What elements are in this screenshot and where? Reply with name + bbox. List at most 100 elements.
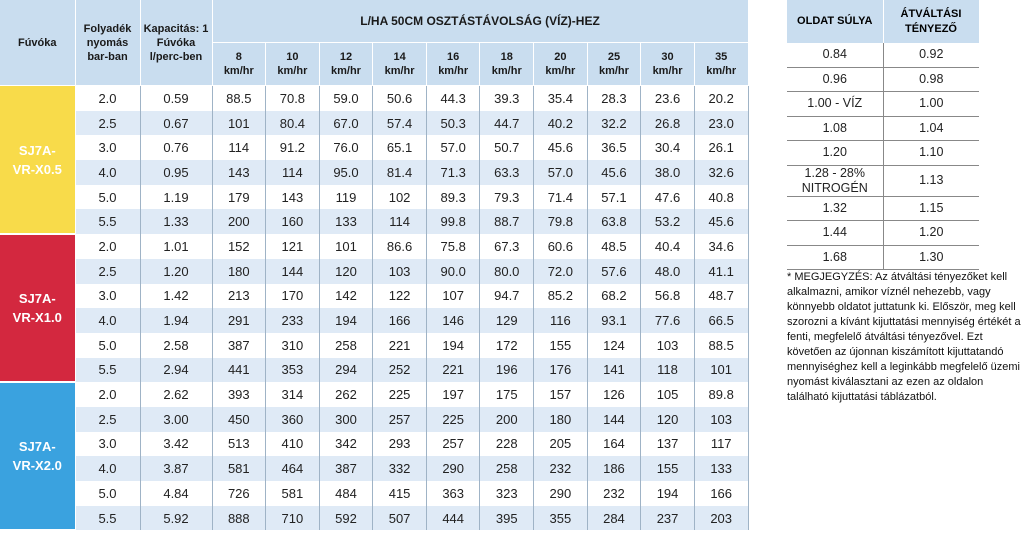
cell: 79.3 xyxy=(479,184,535,210)
cell: 107 xyxy=(426,283,481,309)
cell: 1.28 - 28% NITROGÉN xyxy=(787,165,884,197)
cell: 257 xyxy=(372,406,427,432)
cell: 233 xyxy=(265,308,320,333)
cell: 77.6 xyxy=(640,308,695,333)
cell: 20.2 xyxy=(694,85,749,111)
cell: 71.3 xyxy=(426,160,481,185)
cell: 146 xyxy=(426,308,481,333)
cell: 387 xyxy=(212,332,267,358)
cell: 57.6 xyxy=(587,258,642,284)
cell: 53.2 xyxy=(640,209,695,235)
cell: 44.7 xyxy=(479,110,535,136)
header-row: Fúvóka Folyadék nyomás bar-ban Kapacitás: … xyxy=(0,0,749,86)
cell: 48.5 xyxy=(587,234,642,259)
cell: 257 xyxy=(426,431,481,457)
cell: 120 xyxy=(319,258,374,284)
cell: 89.8 xyxy=(694,382,749,407)
cell: 450 xyxy=(212,406,267,432)
cell: 121 xyxy=(265,234,320,259)
cell: 4.0 xyxy=(75,456,141,481)
speed-unit: km/hr xyxy=(331,65,361,77)
cell: 89.3 xyxy=(426,184,481,210)
cell: 40.4 xyxy=(640,234,695,259)
cell: 38.0 xyxy=(640,160,695,185)
cell: 28.3 xyxy=(587,85,642,111)
cell: 464 xyxy=(265,456,320,481)
cell: 194 xyxy=(426,332,481,358)
data-row: 5.0 2.58 387 310 258 221 194 172 155 124 103 88.5 xyxy=(0,332,749,358)
nozzle-name: VR-X1.0 xyxy=(12,310,62,326)
cell: 252 xyxy=(372,357,427,383)
cell: 0.92 xyxy=(883,43,979,68)
cell: 32.2 xyxy=(587,110,642,136)
cell: 102 xyxy=(372,184,427,210)
cell: 290 xyxy=(426,456,481,481)
cell: 3.0 xyxy=(75,283,141,309)
cell: 48.7 xyxy=(694,283,749,309)
cell: 36.5 xyxy=(587,135,642,161)
data-row: SJ7A- VR-X2.0 2.0 2.62 393 314 262 225 197 175 157… xyxy=(0,382,749,532)
cell: 1.20 xyxy=(140,258,213,284)
cell: 0.95 xyxy=(140,160,213,185)
cell: 172 xyxy=(479,332,535,358)
cell: 291 xyxy=(212,308,267,333)
cell: 143 xyxy=(212,160,267,185)
cell: 5.0 xyxy=(75,184,141,210)
cell: 1.19 xyxy=(140,184,213,210)
cell: 342 xyxy=(319,431,374,457)
data-row: 4.0 0.95 143 114 95.0 81.4 71.3 63.3 57.0 45.6 38.… xyxy=(0,160,749,185)
cell: 200 xyxy=(212,209,267,235)
cell: 484 xyxy=(319,481,374,506)
cell: 1.13 xyxy=(883,165,979,197)
cell: 57.1 xyxy=(587,184,642,210)
cell: 888 xyxy=(212,505,267,531)
cell: 176 xyxy=(533,357,588,383)
nozzle-cell: SJ7A- VR-X1.0 xyxy=(0,234,76,384)
cell: 1.68 xyxy=(787,245,884,270)
cell: 50.7 xyxy=(479,135,535,161)
cell: 258 xyxy=(319,332,374,358)
cell: 60.6 xyxy=(533,234,588,259)
cell: 2.5 xyxy=(75,258,141,284)
cell: 114 xyxy=(372,209,427,235)
cell: 2.0 xyxy=(75,85,141,111)
speed-header: 18 km/hr xyxy=(479,42,535,86)
cell: 99.8 xyxy=(426,209,481,235)
cell: 353 xyxy=(265,357,320,383)
cell: 144 xyxy=(265,258,320,284)
cell: 133 xyxy=(694,456,749,481)
cell: 122 xyxy=(372,283,427,309)
cell: 293 xyxy=(372,431,427,457)
data-row: 3.0 1.42 213 170 142 122 107 94.7 85.2 68.2 56.8 48… xyxy=(0,283,749,309)
cell: 0.76 xyxy=(140,135,213,161)
cell: 142 xyxy=(319,283,374,309)
cell: 387 xyxy=(319,456,374,481)
cell: 393 xyxy=(212,382,267,407)
cell: 444 xyxy=(426,505,481,531)
conversion-header: OLDAT SÚLYA ÁTVÁLTÁSI TÉNYEZŐ xyxy=(787,0,980,43)
cell: 194 xyxy=(640,481,695,506)
cell: 592 xyxy=(319,505,374,531)
cell: 75.8 xyxy=(426,234,481,259)
cell: 310 xyxy=(265,332,320,358)
conversion-row: 1.44 1.20 xyxy=(787,220,979,246)
speed-value: 18 xyxy=(500,51,513,63)
speed-unit: km/hr xyxy=(598,65,629,77)
cell: 40.2 xyxy=(533,110,588,136)
cell: 581 xyxy=(212,456,267,481)
cell: 103 xyxy=(640,332,695,358)
data-row: 2.5 0.67 101 80.4 67.0 57.4 50.3 44.7 40.2 32.2 26… xyxy=(0,110,749,136)
cell: 101 xyxy=(319,234,374,259)
cell: 1.33 xyxy=(140,209,213,235)
header-row: OLDAT SÚLYA ÁTVÁLTÁSI TÉNYEZŐ xyxy=(787,0,980,43)
cell: 262 xyxy=(319,382,374,407)
cell: 105 xyxy=(640,382,695,407)
cell: 88.5 xyxy=(212,85,267,111)
table-body: SJ7A- VR-X0.5 2.0 0.59 88.5 70.8 59.0 50.6 44.3 3… xyxy=(0,85,749,532)
nozzle-name: SJ7A- xyxy=(18,142,56,158)
cell: 1.00 xyxy=(883,91,979,117)
cell: 63.8 xyxy=(587,209,642,235)
data-row: 2.5 3.00 450 360 300 257 225 200 180 144 120 103 xyxy=(0,406,749,432)
cell: 70.8 xyxy=(265,85,320,111)
conversion-table: OLDAT SÚLYA ÁTVÁLTÁSI TÉNYEZŐ 0.84 0.92 0.… xyxy=(787,0,980,270)
